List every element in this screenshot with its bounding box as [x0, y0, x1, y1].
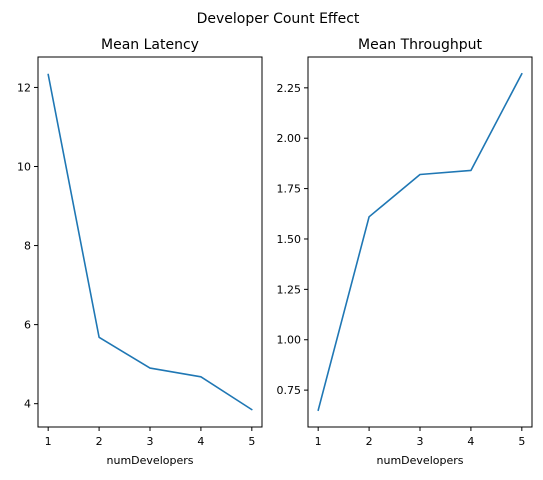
throughput-y-tick-label: 1.75 — [277, 183, 302, 196]
throughput-chart-title: Mean Throughput — [358, 37, 482, 53]
throughput-y-tick-label: 1.50 — [277, 233, 302, 246]
throughput-y-tick-label: 2.00 — [277, 132, 302, 145]
latency-x-tick-label: 1 — [45, 435, 52, 448]
latency-chart-title: Mean Latency — [101, 37, 199, 53]
latency-series-line — [47, 73, 253, 411]
throughput-y-tick-label: 0.75 — [277, 384, 302, 397]
throughput-y-tick-label: 1.00 — [277, 334, 302, 347]
throughput-y-tick-label: 2.25 — [277, 82, 302, 95]
latency-axes-frame — [37, 56, 263, 428]
throughput-axes-frame — [307, 56, 533, 428]
latency-y-tick-label: 10 — [17, 160, 31, 173]
throughput-x-axis-label: numDevelopers — [377, 454, 464, 467]
throughput-x-tick-label: 4 — [467, 435, 474, 448]
latency-x-axis-label: numDevelopers — [107, 454, 194, 467]
throughput-x-tick-label: 1 — [315, 435, 322, 448]
latency-x-tick-label: 4 — [197, 435, 204, 448]
latency-y-tick-label: 6 — [24, 319, 31, 332]
throughput-y-tick-label: 1.25 — [277, 283, 302, 296]
throughput-x-tick-label: 3 — [417, 435, 424, 448]
throughput-series-line — [317, 72, 523, 412]
latency-x-tick-label: 2 — [96, 435, 103, 448]
throughput-axes: Mean Throughput 1 2 3 4 5 0.75 1.00 1.25 1.50 1.75… — [277, 37, 533, 467]
latency-x-tick-label: 5 — [248, 435, 255, 448]
latency-y-tick-label: 12 — [17, 81, 31, 94]
latency-y-tick-label: 8 — [24, 240, 31, 253]
latency-x-tick-label: 3 — [147, 435, 154, 448]
throughput-x-tick-label: 2 — [366, 435, 373, 448]
latency-y-tick-label: 4 — [24, 398, 31, 411]
throughput-x-tick-label: 5 — [518, 435, 525, 448]
figure-suptitle: Developer Count Effect — [197, 11, 360, 27]
